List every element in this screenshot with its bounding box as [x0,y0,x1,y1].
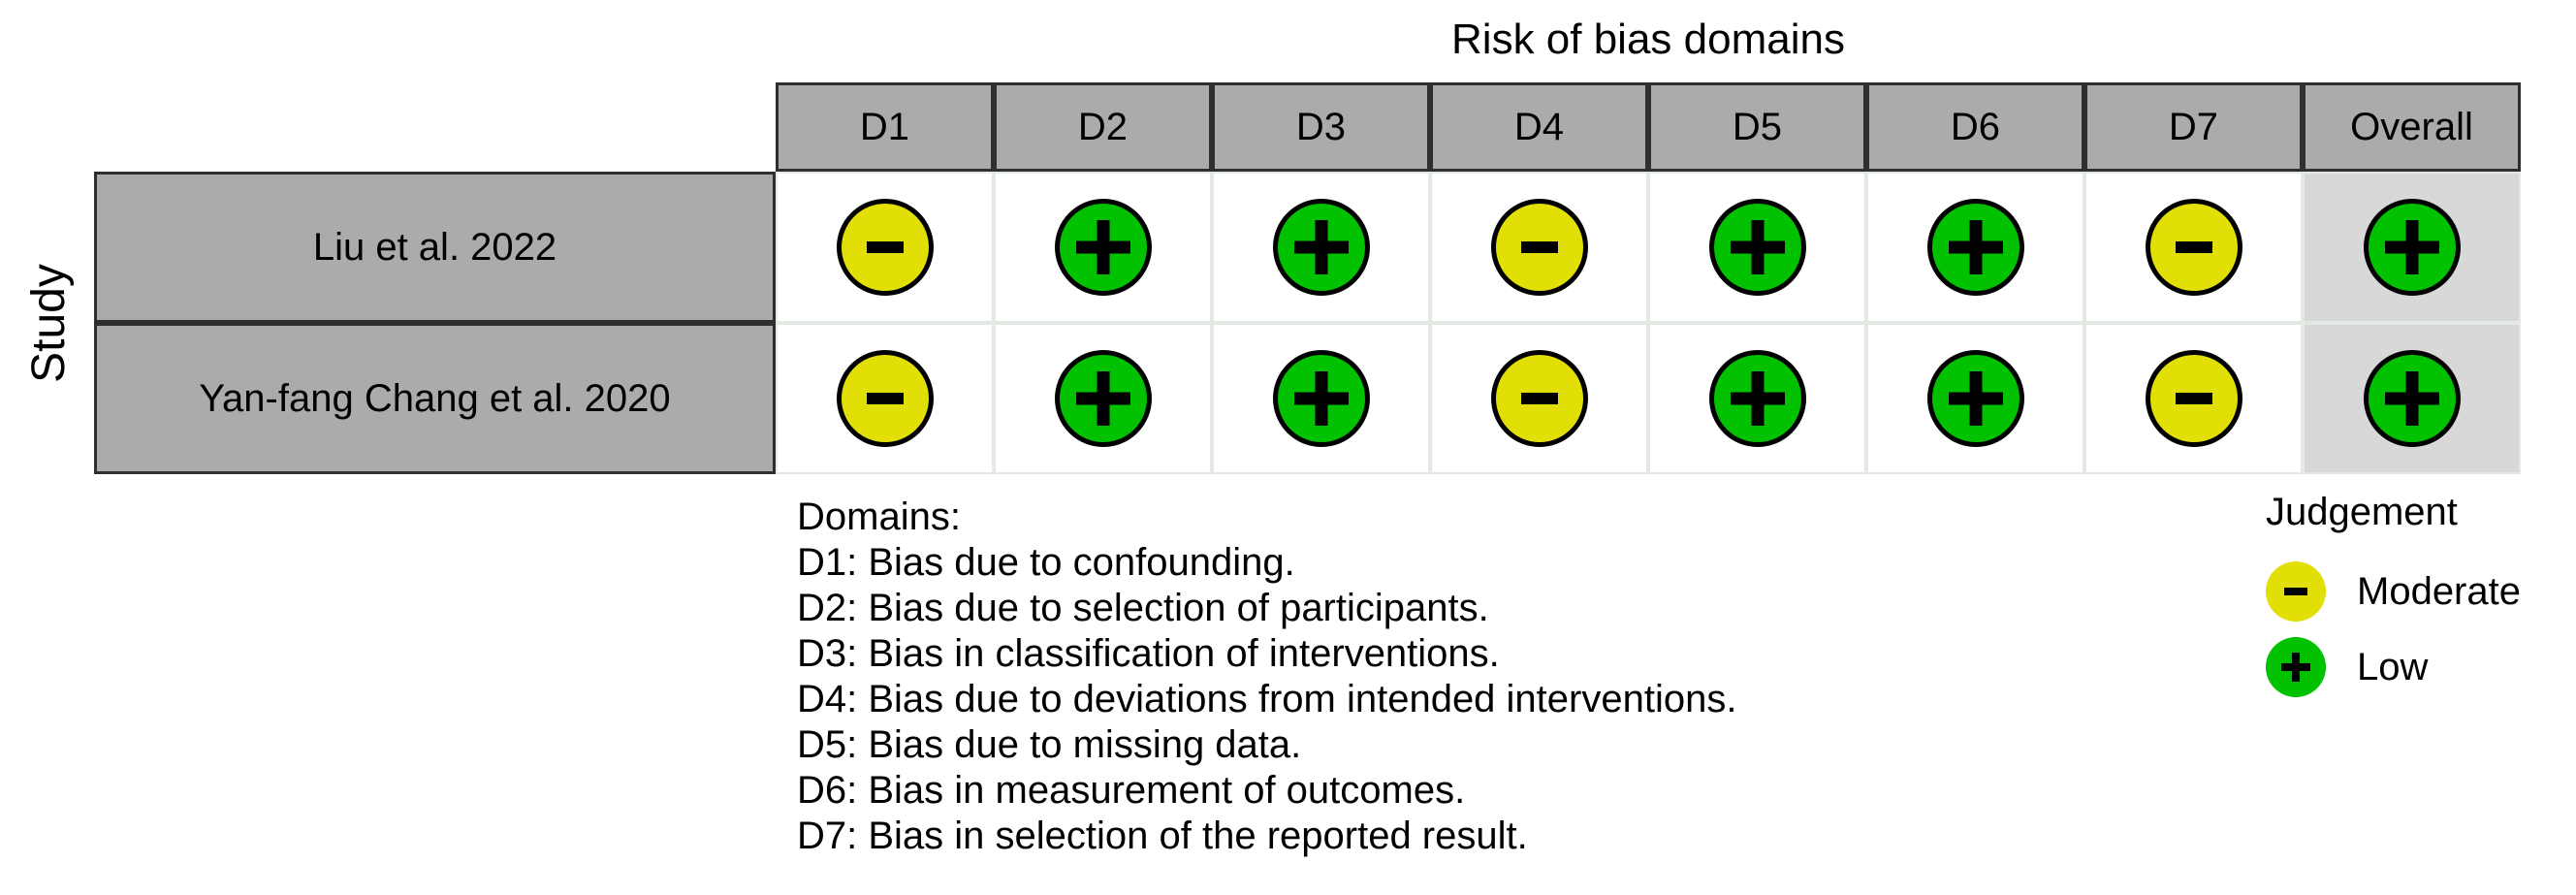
judgement-circle-moderate [2145,199,2242,296]
traffic-light-cell-d3 [1212,323,1430,474]
plus-icon-vertical-bar [1315,371,1327,426]
minus-icon [2284,588,2307,595]
traffic-light-grid [776,172,2521,474]
study-label: Yan-fang Chang et al. 2020 [94,323,776,474]
header-cell-d6: D6 [1866,82,2084,172]
plus-icon-vertical-bar [1751,220,1764,274]
judgement-legend-heading: Judgement [2266,491,2458,533]
plus-icon-vertical-bar [1315,220,1327,274]
traffic-light-cell-overall [2303,323,2521,474]
judgement-circle-low [1054,199,1152,296]
legend-label-low: Low [2357,645,2429,688]
minus-icon [1520,241,1558,253]
domains-legend-line-d5: D5: Bias due to missing data. [797,723,1302,766]
judgement-circle-moderate [836,199,934,296]
table-row [776,323,2521,474]
header-cell-overall: Overall [2303,82,2521,172]
plus-icon-vertical-bar [2292,653,2300,682]
traffic-light-cell-d1 [776,323,994,474]
domains-legend-line-d2: D2: Bias due to selection of participant… [797,587,1489,629]
judgement-circle-low [2363,350,2461,447]
plus-icon-vertical-bar [1097,371,1109,426]
legend-item-moderate: Moderate [2266,561,2521,622]
traffic-light-cell-d7 [2084,172,2303,323]
traffic-light-cell-d5 [1648,172,1866,323]
plus-icon-vertical-bar [1097,220,1109,274]
header-row: D1 D2 D3 D4 D5 D6 D7 Overall [776,82,2521,172]
domains-legend-heading: Domains: [797,495,961,538]
minus-icon [2175,241,2212,253]
study-label: Liu et al. 2022 [94,172,776,323]
plus-icon-vertical-bar [2405,371,2418,426]
traffic-light-cell-d1 [776,172,994,323]
judgement-circle-low [1054,350,1152,447]
plus-icon-vertical-bar [1969,220,1982,274]
judgement-circle-moderate [2145,350,2242,447]
header-cell-d1: D1 [776,82,994,172]
traffic-light-cell-d2 [994,323,1212,474]
header-cell-d7: D7 [2084,82,2303,172]
plus-icon-vertical-bar [1751,371,1764,426]
chart-title: Risk of bias domains [1451,16,1845,63]
traffic-light-cell-d5 [1648,323,1866,474]
judgement-circle-low [1272,199,1370,296]
legend-label-moderate: Moderate [2357,569,2521,613]
minus-icon [2175,393,2212,404]
y-axis-label: Study [22,263,75,383]
domains-legend-line-d1: D1: Bias due to confounding. [797,541,1295,584]
legend-circle-moderate [2266,561,2326,622]
traffic-light-cell-d4 [1430,323,1648,474]
traffic-light-cell-d6 [1866,172,2084,323]
judgement-circle-moderate [836,350,934,447]
traffic-light-cell-d6 [1866,323,2084,474]
plus-icon-vertical-bar [2405,220,2418,274]
domains-legend-line-d6: D6: Bias in measurement of outcomes. [797,769,1466,812]
domains-legend-line-d7: D7: Bias in selection of the reported re… [797,815,1528,857]
minus-icon [866,393,904,404]
table-row [776,172,2521,323]
judgement-circle-low [2363,199,2461,296]
minus-icon [1520,393,1558,404]
legend-item-low: Low [2266,637,2521,697]
judgement-circle-low [1926,350,2024,447]
domains-legend: Domains: D1: Bias due to confounding. D2:… [797,495,1736,859]
traffic-light-cell-d3 [1212,172,1430,323]
judgement-circle-moderate [1490,199,1588,296]
traffic-light-cell-overall [2303,172,2521,323]
header-cell-d4: D4 [1430,82,1648,172]
header-cell-d2: D2 [994,82,1212,172]
judgement-circle-moderate [1490,350,1588,447]
study-labels-column: Liu et al. 2022 Yan-fang Chang et al. 202… [94,172,776,474]
domains-legend-line-d3: D3: Bias in classification of interventi… [797,632,1500,675]
judgement-circle-low [1926,199,2024,296]
domains-legend-line-d4: D4: Bias due to deviations from intended… [797,678,1737,720]
traffic-light-cell-d2 [994,172,1212,323]
judgement-legend: Judgement Moderate Low [2266,491,2521,697]
legend-circle-low [2266,637,2326,697]
traffic-light-cell-d4 [1430,172,1648,323]
minus-icon [866,241,904,253]
traffic-light-cell-d7 [2084,323,2303,474]
judgement-circle-low [1708,199,1806,296]
header-cell-d3: D3 [1212,82,1430,172]
plus-icon-vertical-bar [1969,371,1982,426]
judgement-circle-low [1272,350,1370,447]
judgement-circle-low [1708,350,1806,447]
y-axis-label-container: Study [8,172,89,474]
header-cell-d5: D5 [1648,82,1866,172]
